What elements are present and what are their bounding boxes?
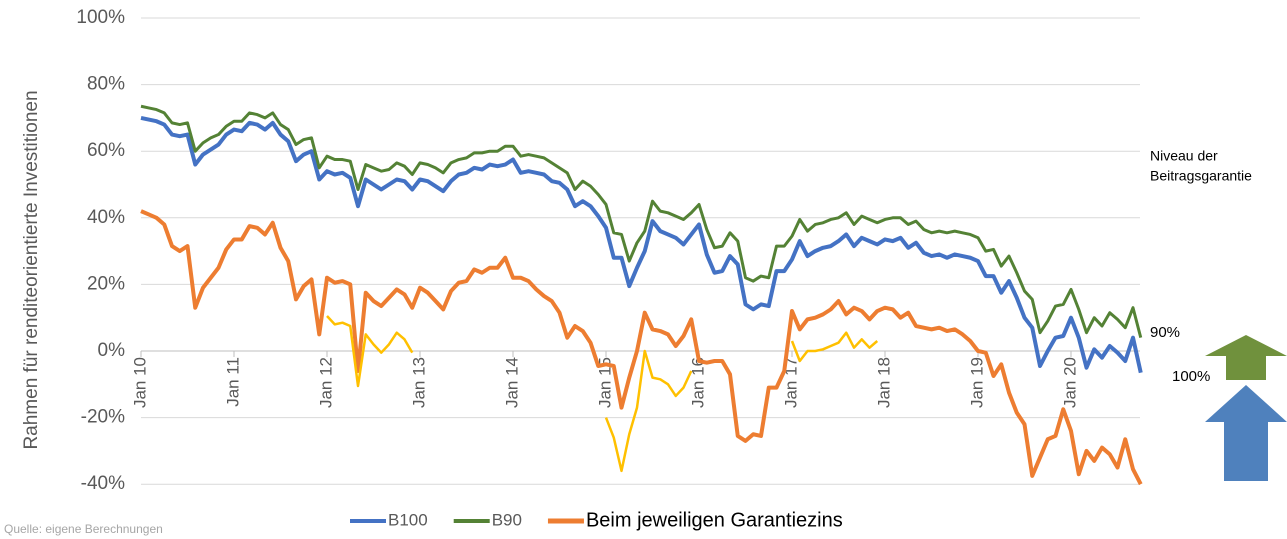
annotation: 90% (1150, 324, 1180, 341)
y-tick-label: 0% (98, 340, 126, 361)
x-tick-label: Jan 11 (223, 357, 242, 407)
series-line (140, 209, 1143, 486)
y-tick-label: 20% (87, 273, 125, 294)
y-tick-label: 60% (87, 140, 125, 161)
annotation: Niveau der (1150, 148, 1218, 164)
y-tick-label: -40% (81, 473, 125, 494)
y-axis-label: Rahmen für renditeorientierte Investitio… (21, 90, 42, 449)
arrow-b90 (1205, 335, 1287, 380)
source-note: Quelle: eigene Berechnungen (4, 522, 163, 536)
x-tick-label: Jan 10 (130, 357, 149, 408)
y-tick-label: -20% (81, 407, 125, 428)
x-tick-label: Jan 13 (409, 357, 428, 408)
x-tick-label: Jan 20 (1060, 357, 1079, 408)
y-tick-label: 80% (87, 74, 125, 95)
series-line (326, 315, 879, 473)
y-tick-label: 100% (76, 7, 125, 28)
x-tick-label: Jan 15 (595, 357, 614, 408)
x-tick-label: Jan 18 (874, 357, 893, 408)
x-tick-label: Jan 16 (688, 357, 707, 408)
series-line (140, 115, 1143, 374)
legend-label: B100 (388, 510, 428, 529)
legend-label: B90 (492, 510, 522, 529)
x-tick-label: Jan 12 (316, 357, 335, 408)
x-tick-label: Jan 14 (502, 357, 521, 408)
annotation: 100% (1172, 368, 1210, 385)
legend-label: Beim jeweiligen Garantiezins (586, 509, 843, 531)
x-tick-label: Jan 19 (967, 357, 986, 408)
arrow-b100 (1205, 385, 1287, 481)
annotation: Beitragsgarantie (1150, 168, 1252, 184)
series-line (140, 104, 1143, 339)
y-tick-label: 40% (87, 207, 125, 228)
